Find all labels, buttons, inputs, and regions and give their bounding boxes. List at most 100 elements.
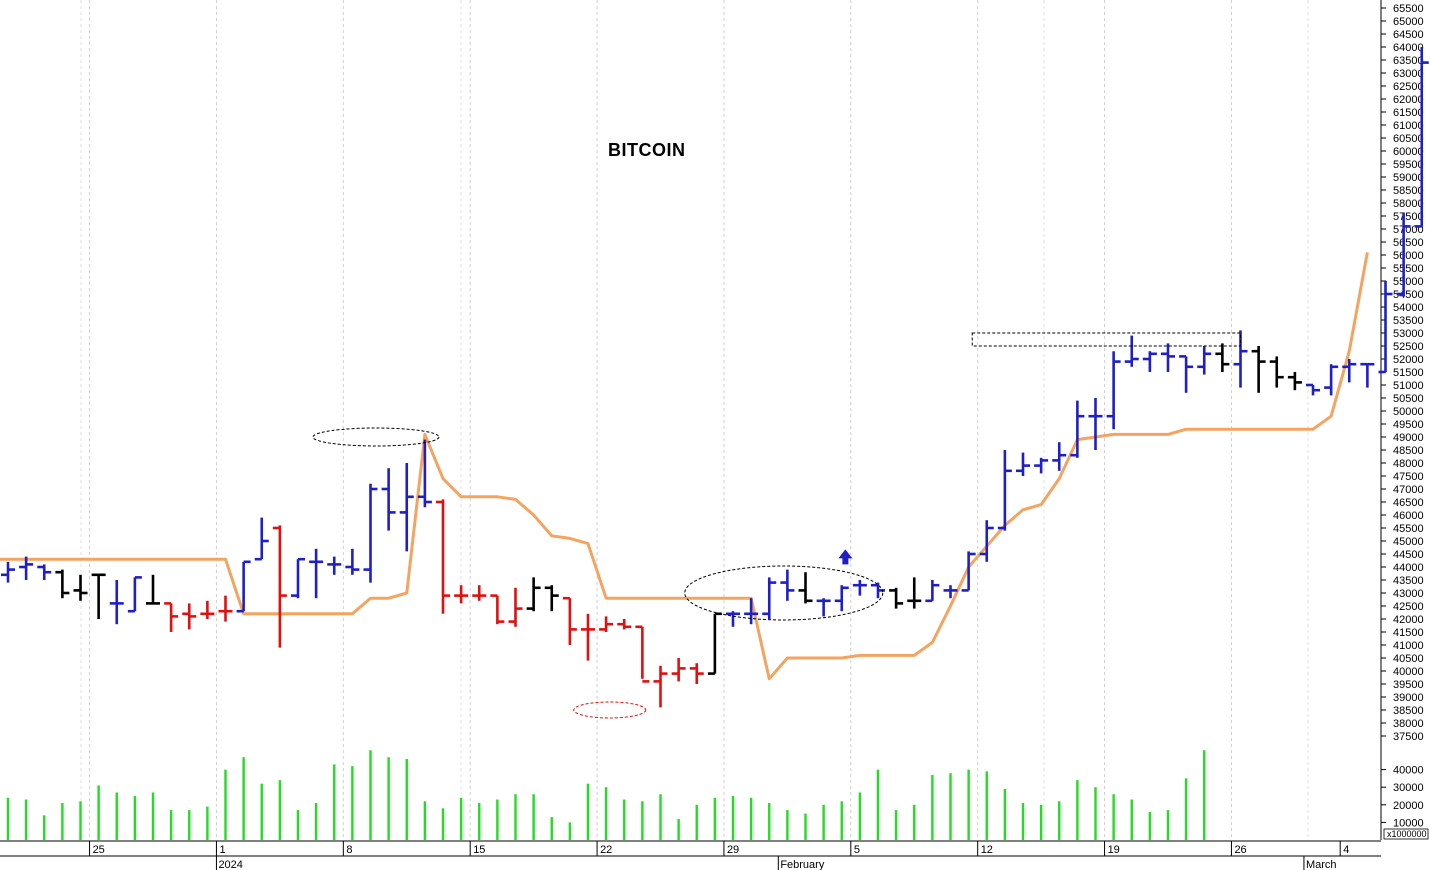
time-tick-label: 12: [981, 844, 993, 856]
ohlc-bar: [1142, 351, 1157, 372]
ohlc-bar: [236, 560, 251, 613]
ohlc-bar: [889, 587, 904, 609]
price-tick-label: 59000: [1393, 172, 1424, 184]
price-tick-label: 50000: [1393, 406, 1424, 418]
ohlc-bar: [37, 564, 52, 580]
ohlc-bar: [671, 658, 686, 682]
price-tick-label: 39000: [1393, 692, 1424, 704]
ohlc-bar: [381, 468, 396, 531]
price-axis-ticks: 3750038000385003900039500400004050041000…: [1381, 3, 1424, 743]
price-tick-label: 49000: [1393, 432, 1424, 444]
ohlc-bar: [744, 598, 759, 625]
ellipse-annotation: [684, 565, 884, 621]
time-tick-label: 25: [93, 844, 105, 856]
price-tick-label: 59500: [1393, 159, 1424, 171]
ohlc-bar: [707, 612, 722, 675]
ohlc-bar: [363, 483, 378, 583]
ohlc-bar: [979, 520, 994, 562]
price-tick-label: 52500: [1393, 341, 1424, 353]
ohlc-bar: [1106, 351, 1121, 430]
annotations: [312, 332, 1241, 719]
ohlc-bar: [490, 594, 505, 625]
chart-title: BITCOIN: [608, 140, 686, 160]
ohlc-bar: [417, 439, 432, 508]
price-tick-label: 46000: [1393, 510, 1424, 522]
time-tick-label: 29: [727, 844, 739, 856]
price-tick-label: 64000: [1393, 42, 1424, 54]
price-tick-label: 53500: [1393, 315, 1424, 327]
price-tick-label: 38000: [1393, 718, 1424, 730]
ohlc-bar: [55, 569, 70, 599]
ohlc-bar: [617, 619, 632, 630]
ohlc-bar: [19, 556, 34, 580]
ohlc-bar: [1052, 442, 1067, 471]
trailing-stop-line: [0, 252, 1369, 681]
price-tick-label: 39500: [1393, 679, 1424, 691]
ohlc-bar: [689, 663, 704, 684]
ohlc-bar: [871, 582, 885, 599]
price-tick-label: 65500: [1393, 3, 1424, 15]
price-tick-label: 42000: [1393, 614, 1424, 626]
ohlc-bar: [436, 499, 450, 614]
price-bars: [1, 47, 1429, 708]
ohlc-bar: [816, 598, 831, 617]
axes: [0, 0, 1382, 857]
resistance-box-annotation: [971, 332, 1241, 347]
price-tick-label: 55000: [1393, 276, 1424, 288]
ohlc-bar: [1269, 356, 1284, 388]
ohlc-bar: [726, 611, 740, 627]
price-tick-label: 41000: [1393, 640, 1424, 652]
price-tick-label: 48500: [1393, 445, 1424, 457]
price-tick-label: 47000: [1393, 484, 1424, 496]
ohlc-bar: [1088, 398, 1103, 450]
ohlc-bar: [798, 572, 813, 604]
ohlc-bar: [1342, 359, 1357, 383]
price-tick-label: 50500: [1393, 393, 1424, 405]
time-group-label: March: [1306, 859, 1337, 870]
price-tick-label: 56500: [1393, 237, 1424, 249]
price-tick-label: 42500: [1393, 601, 1424, 613]
ohlc-bar: [1070, 400, 1085, 458]
ohlc-bar: [1306, 383, 1320, 396]
ohlc-bar: [635, 625, 650, 683]
ohlc-bar: [345, 548, 360, 575]
ohlc-bar: [272, 525, 287, 648]
price-tick-label: 44500: [1393, 549, 1424, 561]
ohlc-bar: [780, 569, 795, 601]
ohlc-bar: [1396, 213, 1411, 297]
ohlc-bar: [852, 580, 867, 596]
price-tick-label: 61000: [1393, 120, 1424, 132]
ohlc-bar: [291, 557, 305, 599]
time-tick-label: 26: [1234, 844, 1246, 856]
ohlc-bar: [1034, 457, 1049, 474]
ohlc-bar: [562, 596, 577, 645]
price-tick-label: 49500: [1393, 419, 1424, 431]
volume-bars: [6, 750, 1206, 840]
ohlc-bar: [834, 585, 849, 612]
ohlc-bar: [1324, 364, 1339, 396]
ohlc-bar: [1197, 346, 1212, 375]
ohlc-bar: [1215, 343, 1230, 372]
price-tick-label: 51500: [1393, 367, 1424, 379]
ohlc-bar: [762, 577, 777, 619]
ohlc-bar: [399, 463, 414, 552]
ohlc-bar: [943, 585, 958, 599]
ohlc-bar: [1124, 335, 1139, 367]
price-tick-label: 40500: [1393, 653, 1424, 665]
volume-unit-box: [1383, 828, 1429, 840]
time-axis-ticks: 25 1 8 15 22 29 5 12 19 26 4 2024 February March: [89, 841, 1349, 870]
ohlc-bar: [1233, 330, 1248, 388]
price-tick-label: 63500: [1393, 55, 1424, 67]
volume-tick-label: 20000: [1393, 800, 1424, 812]
ohlc-bar: [91, 573, 106, 619]
price-tick-label: 44000: [1393, 562, 1424, 574]
price-tick-label: 55500: [1393, 263, 1424, 275]
ohlc-bar: [961, 551, 976, 592]
price-tick-label: 57500: [1393, 211, 1424, 223]
ohlc-bar: [309, 548, 324, 599]
ohlc-bar: [1, 561, 15, 583]
time-tick-label: 22: [600, 844, 612, 856]
price-tick-label: 43500: [1393, 575, 1424, 587]
ohlc-bar: [1161, 343, 1175, 372]
volume-unit-label: x1000000: [1387, 829, 1427, 839]
